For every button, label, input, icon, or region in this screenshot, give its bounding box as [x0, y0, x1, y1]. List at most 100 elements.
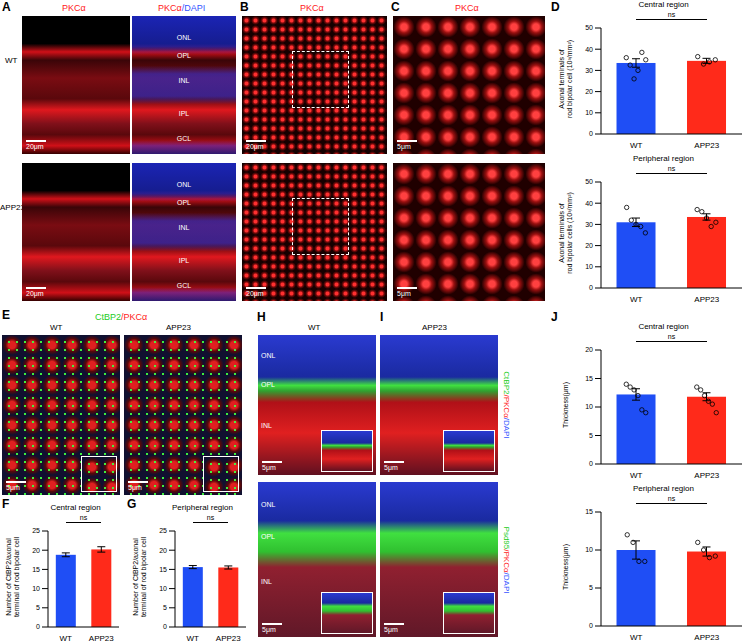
html-text:E: E [2, 308, 10, 322]
svg-text:APP23: APP23 [694, 633, 719, 642]
html-text:INL: INL [178, 77, 190, 85]
html-text:OPL: OPL [261, 533, 275, 541]
html-text:PKCα /DAPI: PKCα /DAPI [158, 3, 206, 13]
html-text:INL: INL [261, 421, 272, 429]
html-text:OPL: OPL [177, 52, 191, 60]
svg-text:WT: WT [630, 633, 643, 642]
svg-text:APP23: APP23 [694, 471, 719, 480]
svg-text:0: 0 [589, 130, 593, 137]
html-text:Peripheral region: Peripheral region [633, 154, 694, 163]
html-text:H: H [257, 310, 266, 324]
svg-text:30: 30 [585, 67, 593, 74]
svg-text:WT: WT [60, 634, 73, 643]
svg-text:10: 10 [585, 546, 593, 553]
svg-text:20: 20 [585, 88, 593, 95]
svg-text:APP23: APP23 [694, 295, 719, 304]
svg-text:20: 20 [32, 547, 40, 554]
svg-text:WT: WT [630, 471, 643, 480]
html-text:OPL: OPL [261, 381, 275, 389]
html-text:Peripheral region: Peripheral region [172, 503, 233, 512]
svg-text:50: 50 [585, 178, 593, 185]
html-text:Peripheral region: Peripheral region [633, 484, 694, 493]
html-text:INL: INL [178, 224, 190, 232]
svg-text:15: 15 [585, 508, 593, 515]
svg-text:50: 50 [585, 24, 593, 31]
html-text:5μm: 5μm [397, 290, 411, 297]
html-text:APP23: APP23 [166, 323, 191, 332]
svg-text:0: 0 [589, 284, 593, 291]
svg-text:5: 5 [589, 432, 593, 439]
html-text:IPL: IPL [178, 110, 190, 118]
html-text:ONL: ONL [176, 181, 192, 189]
svg-text:10: 10 [159, 585, 167, 592]
html-text:APP23: APP23 [0, 203, 25, 212]
html-text:CtBP2: CtBP2 [501, 371, 511, 395]
html-text:CtBP2 /PKCα: CtBP2 /PKCα [95, 312, 148, 322]
html-text:WT: WT [308, 323, 321, 332]
html-text:F: F [2, 497, 10, 511]
html-text:WT: WT [50, 323, 63, 332]
html-text:Central region: Central region [638, 0, 689, 9]
html-text:/PKCα: /PKCα [501, 394, 511, 418]
html-text:IPL: IPL [178, 257, 190, 265]
html-text:Central region: Central region [50, 503, 101, 512]
html-text:ONL: ONL [176, 34, 192, 42]
html-text:J: J [551, 310, 558, 324]
svg-text:20: 20 [585, 346, 593, 353]
html-text:INL: INL [261, 578, 272, 586]
svg-text:10: 10 [585, 263, 593, 270]
svg-text:15: 15 [32, 566, 40, 573]
svg-text:20: 20 [159, 547, 167, 554]
html-text:ONL: ONL [261, 351, 276, 359]
html-text:Central region: Central region [638, 322, 689, 331]
html-text:OPL: OPL [177, 199, 191, 207]
html-text:PKCα: PKCα [300, 3, 324, 13]
html-text:20μm: 20μm [26, 290, 44, 297]
svg-text:WT: WT [187, 634, 200, 643]
svg-text:0: 0 [163, 623, 167, 630]
html-text:GCL: GCL [176, 282, 192, 290]
svg-text:WT: WT [630, 295, 643, 304]
svg-text:5: 5 [589, 584, 593, 591]
html-text:PKCα: PKCα [455, 3, 479, 13]
svg-text:10: 10 [585, 109, 593, 116]
html-text:20μm: 20μm [246, 143, 264, 150]
svg-text:25: 25 [159, 527, 167, 534]
html-text:APP23: APP23 [422, 323, 447, 332]
svg-text:5: 5 [163, 604, 167, 611]
svg-text:30: 30 [585, 221, 593, 228]
html-text:A: A [2, 0, 11, 14]
svg-text:10: 10 [32, 585, 40, 592]
html-text:ns: ns [667, 11, 676, 18]
svg-text:40: 40 [585, 46, 593, 53]
svg-text:APP23: APP23 [89, 634, 114, 643]
svg-text:WT: WT [630, 141, 643, 150]
html-text:B: B [240, 0, 249, 14]
svg-text:APP23: APP23 [216, 634, 241, 643]
html-text:G: G [127, 497, 137, 511]
html-text:5μm: 5μm [397, 143, 411, 150]
svg-text:APP23: APP23 [694, 141, 719, 150]
svg-text:0: 0 [589, 622, 593, 629]
html-text:20μm: 20μm [246, 290, 264, 297]
html-text:ONL: ONL [261, 500, 276, 508]
html-text:Psd95: Psd95 [501, 526, 511, 550]
html-text:WT: WT [5, 56, 18, 65]
svg-text:5: 5 [36, 604, 40, 611]
html-text:PKCα: PKCα [62, 3, 86, 13]
svg-text:20: 20 [585, 242, 593, 249]
svg-text:0: 0 [589, 460, 593, 467]
html-text:C: C [391, 0, 400, 14]
html-text:GCL: GCL [176, 135, 192, 143]
svg-text:15: 15 [159, 566, 167, 573]
html-text:/PKCα: /PKCα [501, 549, 511, 573]
svg-text:0: 0 [36, 623, 40, 630]
html-text:D: D [551, 0, 560, 14]
html-text:/DAPI: /DAPI [501, 417, 511, 439]
html-text:/DAPI: /DAPI [501, 572, 511, 594]
html-text:20μm: 20μm [26, 143, 44, 150]
svg-text:40: 40 [585, 200, 593, 207]
svg-text:10: 10 [585, 403, 593, 410]
svg-text:25: 25 [32, 527, 40, 534]
svg-text:15: 15 [585, 375, 593, 382]
